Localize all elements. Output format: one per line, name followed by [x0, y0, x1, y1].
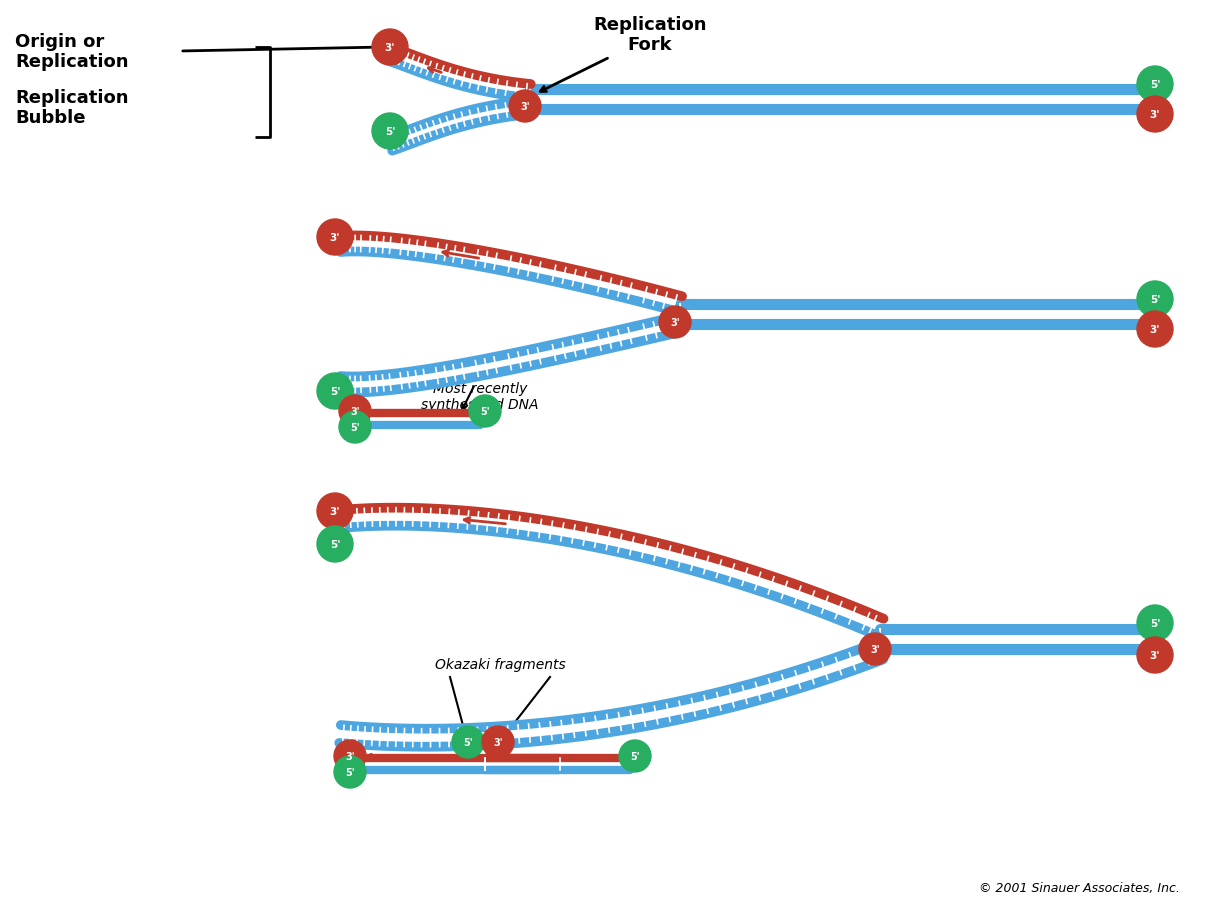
Text: 5': 5'	[1149, 295, 1160, 305]
Circle shape	[317, 220, 353, 255]
Circle shape	[372, 30, 408, 66]
Text: 3': 3'	[520, 102, 530, 112]
Text: 5': 5'	[329, 387, 340, 397]
Circle shape	[1137, 637, 1173, 674]
Circle shape	[469, 395, 501, 427]
Circle shape	[509, 91, 541, 123]
Text: 5': 5'	[329, 539, 340, 550]
Circle shape	[1137, 96, 1173, 133]
Circle shape	[339, 412, 371, 444]
Text: 3': 3'	[329, 506, 340, 516]
Text: 3': 3'	[870, 644, 880, 654]
Circle shape	[334, 756, 366, 789]
Text: 5': 5'	[463, 737, 472, 747]
Text: © 2001 Sinauer Associates, Inc.: © 2001 Sinauer Associates, Inc.	[979, 881, 1180, 894]
Circle shape	[859, 633, 891, 665]
Text: 5': 5'	[630, 751, 640, 761]
Circle shape	[317, 527, 353, 562]
Circle shape	[317, 494, 353, 529]
Text: 3': 3'	[493, 737, 503, 747]
Text: Replication
Fork: Replication Fork	[594, 16, 706, 54]
Text: 5': 5'	[350, 423, 360, 433]
Text: 3': 3'	[1149, 651, 1160, 660]
Circle shape	[482, 726, 514, 758]
Circle shape	[1137, 282, 1173, 318]
Text: 3': 3'	[1149, 110, 1160, 119]
Text: Replication
Bubble: Replication Bubble	[15, 88, 129, 127]
Circle shape	[339, 395, 371, 427]
Text: Okazaki fragments: Okazaki fragments	[435, 657, 565, 671]
Circle shape	[1137, 312, 1173, 347]
Text: 3': 3'	[329, 233, 340, 243]
Text: Most recently
synthesized DNA: Most recently synthesized DNA	[421, 381, 539, 412]
Text: 3': 3'	[1149, 324, 1160, 335]
Text: 3': 3'	[345, 751, 355, 761]
Text: 5': 5'	[480, 406, 490, 416]
Circle shape	[619, 740, 651, 772]
Text: 5': 5'	[1149, 618, 1160, 629]
Text: 3': 3'	[384, 43, 395, 53]
Circle shape	[659, 307, 692, 338]
Text: 3': 3'	[350, 406, 360, 416]
Text: 5': 5'	[1149, 80, 1160, 90]
Circle shape	[1137, 67, 1173, 103]
Text: 5': 5'	[384, 127, 395, 137]
Circle shape	[1137, 606, 1173, 641]
Text: 3': 3'	[671, 318, 679, 328]
Text: Origin or
Replication: Origin or Replication	[15, 32, 129, 72]
Circle shape	[317, 374, 353, 410]
Circle shape	[334, 740, 366, 772]
Circle shape	[372, 114, 408, 150]
Circle shape	[452, 726, 483, 758]
Text: 5': 5'	[345, 767, 355, 777]
